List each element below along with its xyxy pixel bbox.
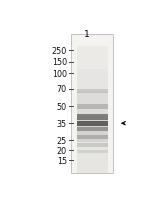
Text: 35: 35 (57, 119, 67, 128)
Bar (77, 93, 108, 116)
Bar (77, 70, 108, 93)
Bar (77, 116, 108, 143)
Text: 100: 100 (52, 69, 67, 78)
Text: 20: 20 (57, 146, 67, 155)
Bar (77, 150, 108, 153)
Bar (77, 104, 108, 109)
Bar (77, 90, 108, 93)
Bar (71, 35, 113, 173)
Text: 150: 150 (52, 58, 67, 67)
Bar (77, 143, 108, 173)
Text: 70: 70 (57, 85, 67, 94)
Bar (77, 115, 108, 120)
Text: 50: 50 (57, 102, 67, 111)
Bar (77, 121, 108, 126)
Bar (77, 128, 108, 132)
Text: 1: 1 (84, 30, 90, 39)
Bar (77, 47, 108, 70)
Text: 250: 250 (52, 46, 67, 55)
Text: 25: 25 (57, 136, 67, 145)
Bar (77, 135, 108, 139)
Text: 15: 15 (57, 156, 67, 165)
Bar (77, 143, 108, 147)
